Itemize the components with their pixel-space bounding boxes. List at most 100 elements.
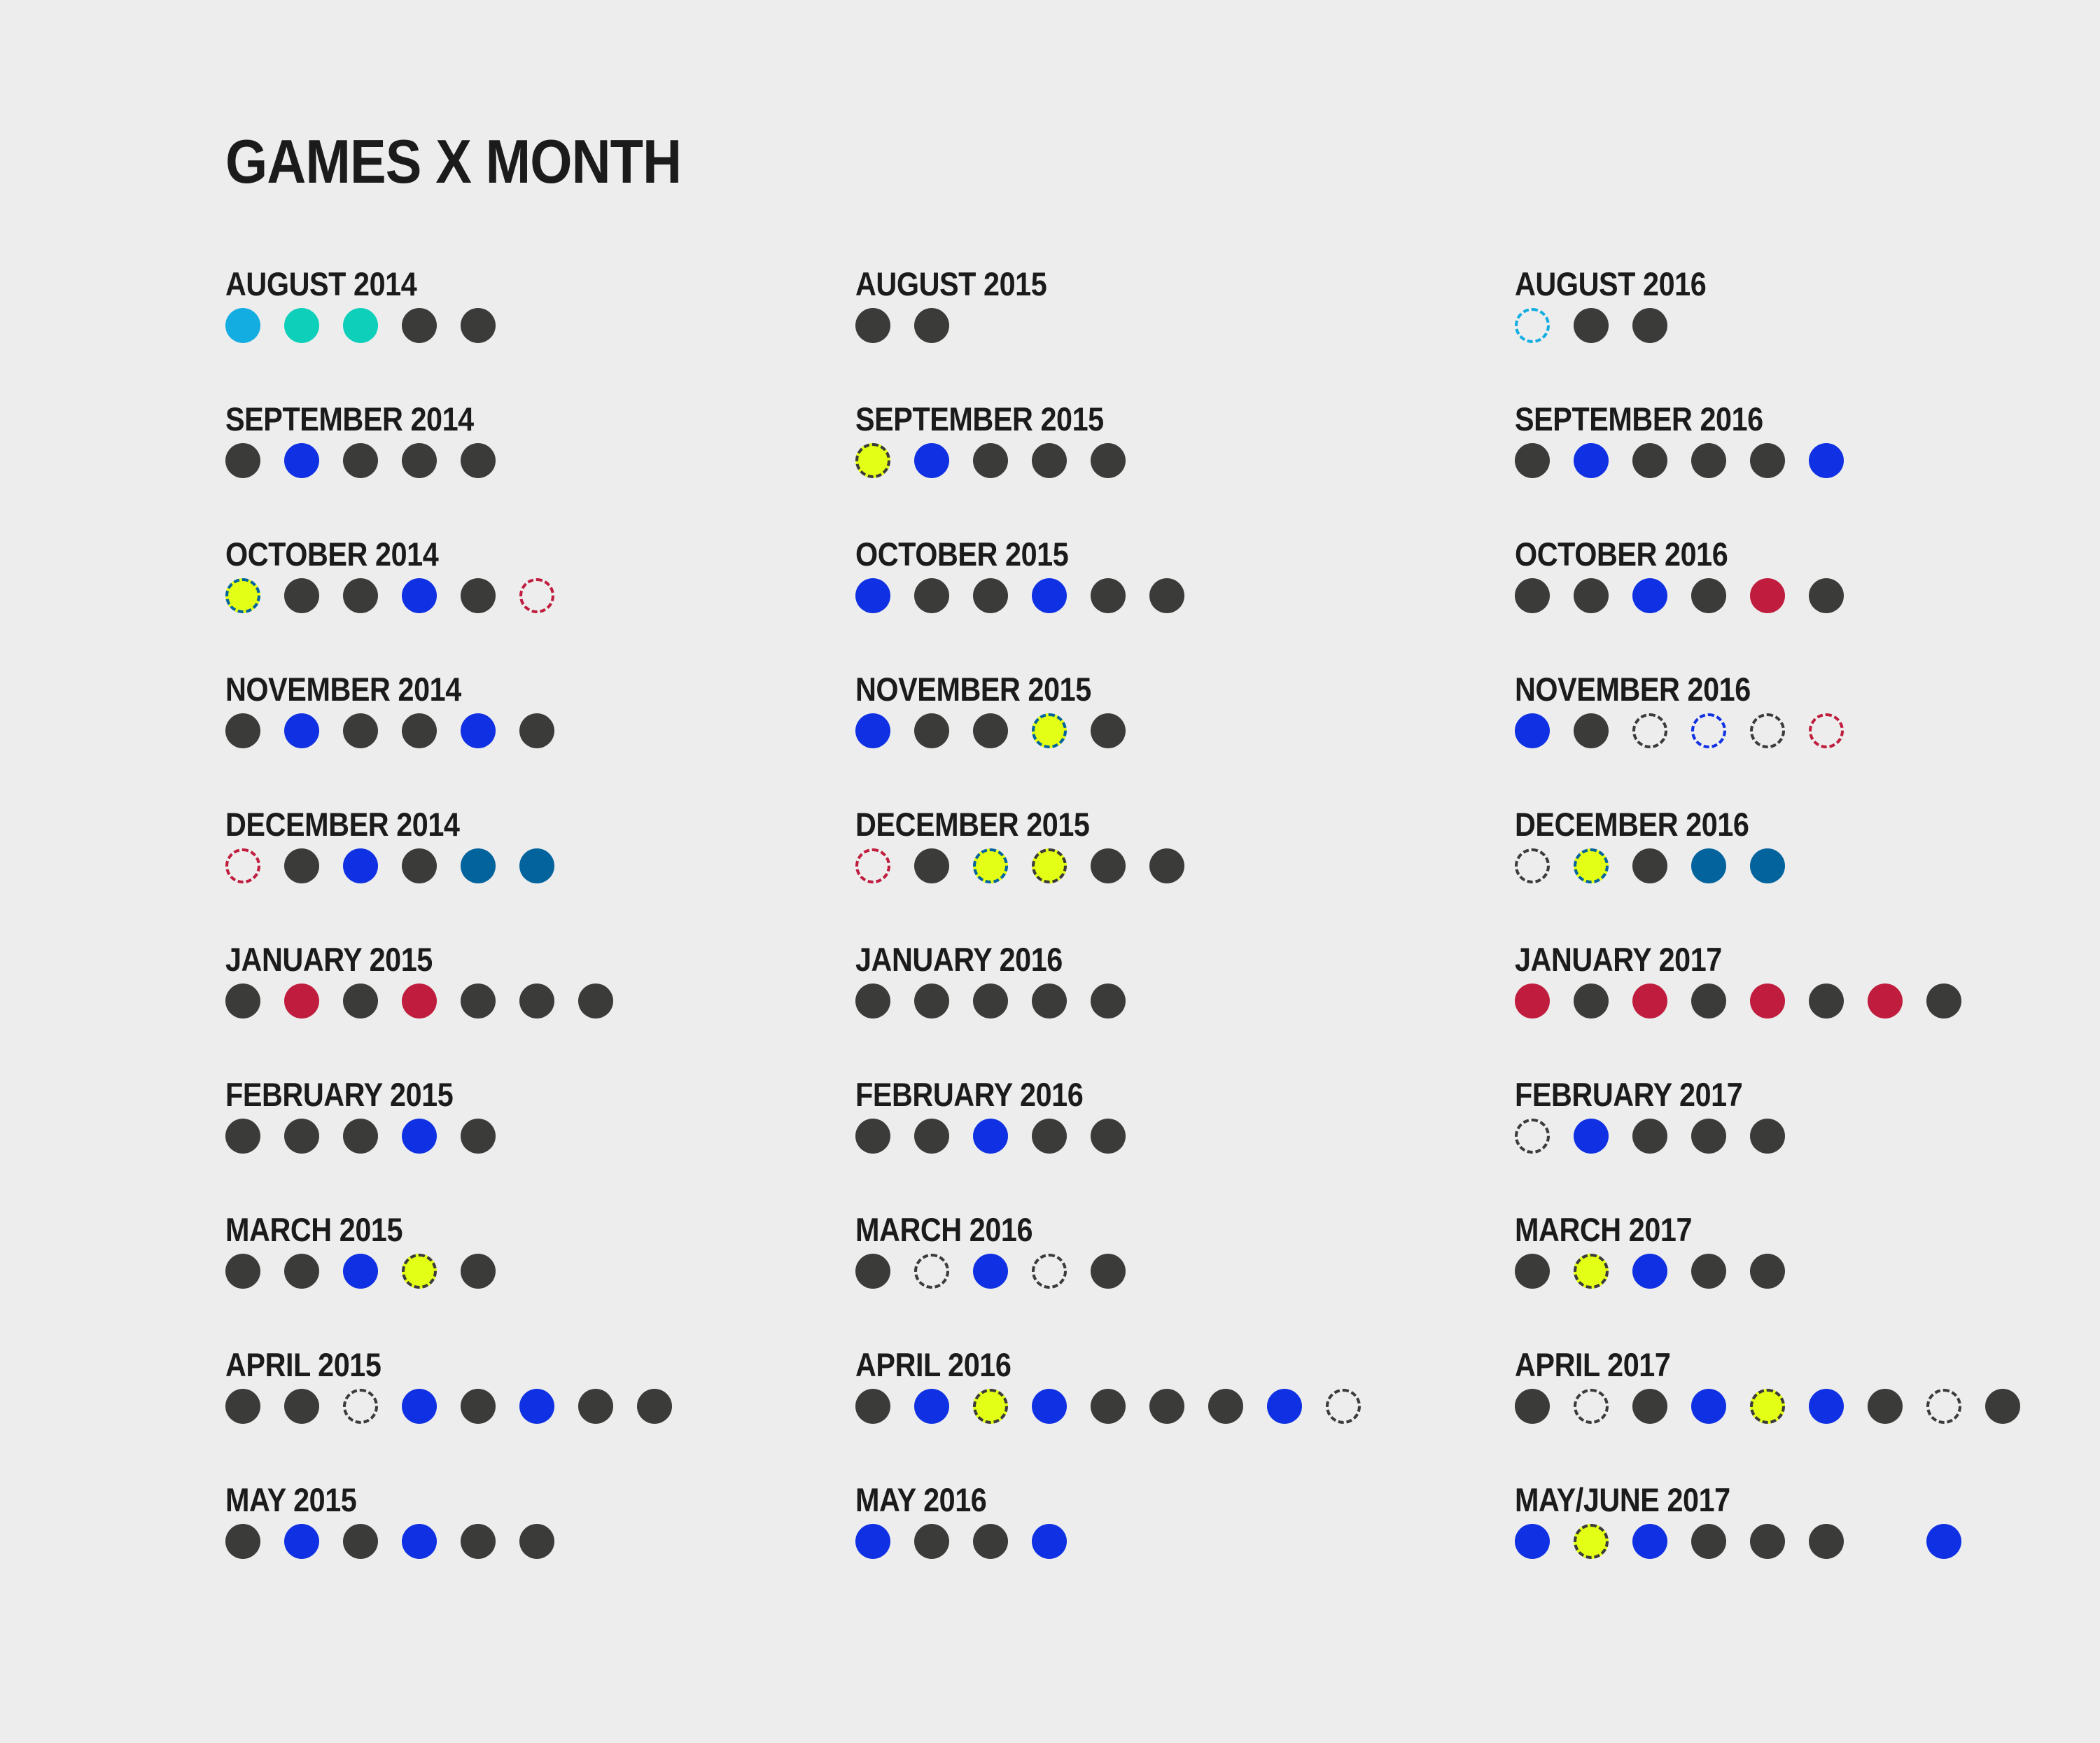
month-label: AUGUST 2015	[855, 265, 1047, 302]
game-dot	[1515, 1119, 1550, 1154]
game-dot	[1267, 1389, 1302, 1424]
month-group: NOVEMBER 2015	[855, 670, 1126, 775]
month-label: DECEMBER 2014	[225, 806, 460, 843]
game-dot	[225, 983, 260, 1018]
game-dot	[1926, 1524, 1961, 1559]
game-dot	[1926, 983, 1961, 1018]
month-group: MAY 2016	[855, 1480, 1067, 1586]
game-dot	[1809, 713, 1844, 748]
game-dot	[1750, 578, 1785, 613]
month-label: NOVEMBER 2014	[225, 671, 461, 708]
game-dots-row	[225, 848, 554, 886]
game-dot	[1515, 1524, 1550, 1559]
game-dot	[1326, 1389, 1361, 1424]
game-dot	[1149, 848, 1184, 883]
game-dot	[973, 1524, 1008, 1559]
game-dot	[1809, 983, 1844, 1018]
game-dot	[1926, 1389, 1961, 1424]
month-label: JANUARY 2015	[225, 941, 433, 978]
game-dot	[284, 578, 319, 613]
month-label: MAY/JUNE 2017	[1515, 1481, 1730, 1518]
game-dot	[284, 443, 319, 478]
game-dot	[402, 308, 437, 343]
game-dot	[519, 983, 554, 1018]
game-dot	[1091, 1254, 1126, 1289]
game-dot	[914, 983, 949, 1018]
game-dot	[1750, 848, 1785, 883]
game-dot	[1750, 1389, 1785, 1424]
game-dot	[973, 1119, 1008, 1154]
month-label: APRIL 2015	[225, 1346, 382, 1383]
month-group: NOVEMBER 2016	[1515, 670, 1844, 775]
month-label: JANUARY 2017	[1515, 941, 1722, 978]
month-group: APRIL 2017	[1515, 1345, 2020, 1450]
game-dot	[1632, 1524, 1667, 1559]
game-dot	[1750, 1254, 1785, 1289]
game-dot	[343, 443, 378, 478]
game-dot	[1750, 1119, 1785, 1154]
month-group: DECEMBER 2014	[225, 805, 554, 910]
game-dot	[402, 713, 437, 748]
game-dot	[461, 578, 496, 613]
game-dot	[343, 1389, 378, 1424]
game-dots-row	[225, 983, 613, 1021]
game-dot	[284, 1524, 319, 1559]
game-dot	[1632, 983, 1667, 1018]
game-dots-row	[855, 848, 1184, 886]
game-dot	[225, 443, 260, 478]
game-dot	[1632, 578, 1667, 613]
game-dot	[1574, 443, 1609, 478]
game-dots-row	[855, 578, 1184, 616]
game-dot	[225, 578, 260, 613]
game-dot	[855, 713, 890, 748]
month-group: OCTOBER 2014	[225, 535, 554, 640]
month-group: MAY/JUNE 2017	[1515, 1480, 1961, 1586]
game-dots-row	[1515, 1254, 1785, 1292]
month-group: NOVEMBER 2014	[225, 670, 554, 775]
game-dot	[578, 983, 613, 1018]
game-dots-row	[855, 1119, 1126, 1156]
game-dot	[1032, 1524, 1067, 1559]
month-group: MAY 2015	[225, 1480, 554, 1586]
game-dot	[1574, 983, 1609, 1018]
game-dots-row	[1515, 1389, 2020, 1427]
month-group: MARCH 2017	[1515, 1210, 1785, 1315]
game-dot	[1632, 1119, 1667, 1154]
game-dot	[402, 1389, 437, 1424]
game-dot	[402, 443, 437, 478]
game-dot	[1809, 1524, 1844, 1559]
game-dot	[1208, 1389, 1243, 1424]
game-dot	[914, 713, 949, 748]
game-dot	[225, 713, 260, 748]
chart-title: GAMES X MONTH	[225, 127, 682, 196]
game-dot	[973, 848, 1008, 883]
game-dot	[914, 848, 949, 883]
game-dot	[1750, 443, 1785, 478]
month-group: APRIL 2015	[225, 1345, 672, 1450]
game-dot	[343, 1119, 378, 1154]
game-dot	[855, 1254, 890, 1289]
month-group: JANUARY 2017	[1515, 940, 1961, 1045]
game-dot	[1691, 848, 1726, 883]
game-dot	[1032, 578, 1067, 613]
game-dot	[461, 983, 496, 1018]
month-label: JANUARY 2016	[855, 941, 1063, 978]
game-dot	[1515, 1389, 1550, 1424]
game-dot	[855, 443, 890, 478]
game-dot	[461, 308, 496, 343]
game-dot	[973, 1254, 1008, 1289]
game-dot	[519, 848, 554, 883]
game-dot	[1032, 1389, 1067, 1424]
game-dot	[1515, 308, 1550, 343]
game-dot	[461, 1254, 496, 1289]
game-dot	[973, 1389, 1008, 1424]
month-label: FEBRUARY 2016	[855, 1076, 1084, 1113]
game-dot	[1868, 1389, 1903, 1424]
month-label: OCTOBER 2014	[225, 536, 439, 573]
game-dot	[225, 1119, 260, 1154]
game-dot	[1691, 713, 1726, 748]
game-dot	[1091, 443, 1126, 478]
game-dot	[225, 1389, 260, 1424]
game-dot	[855, 983, 890, 1018]
game-dot	[914, 1389, 949, 1424]
